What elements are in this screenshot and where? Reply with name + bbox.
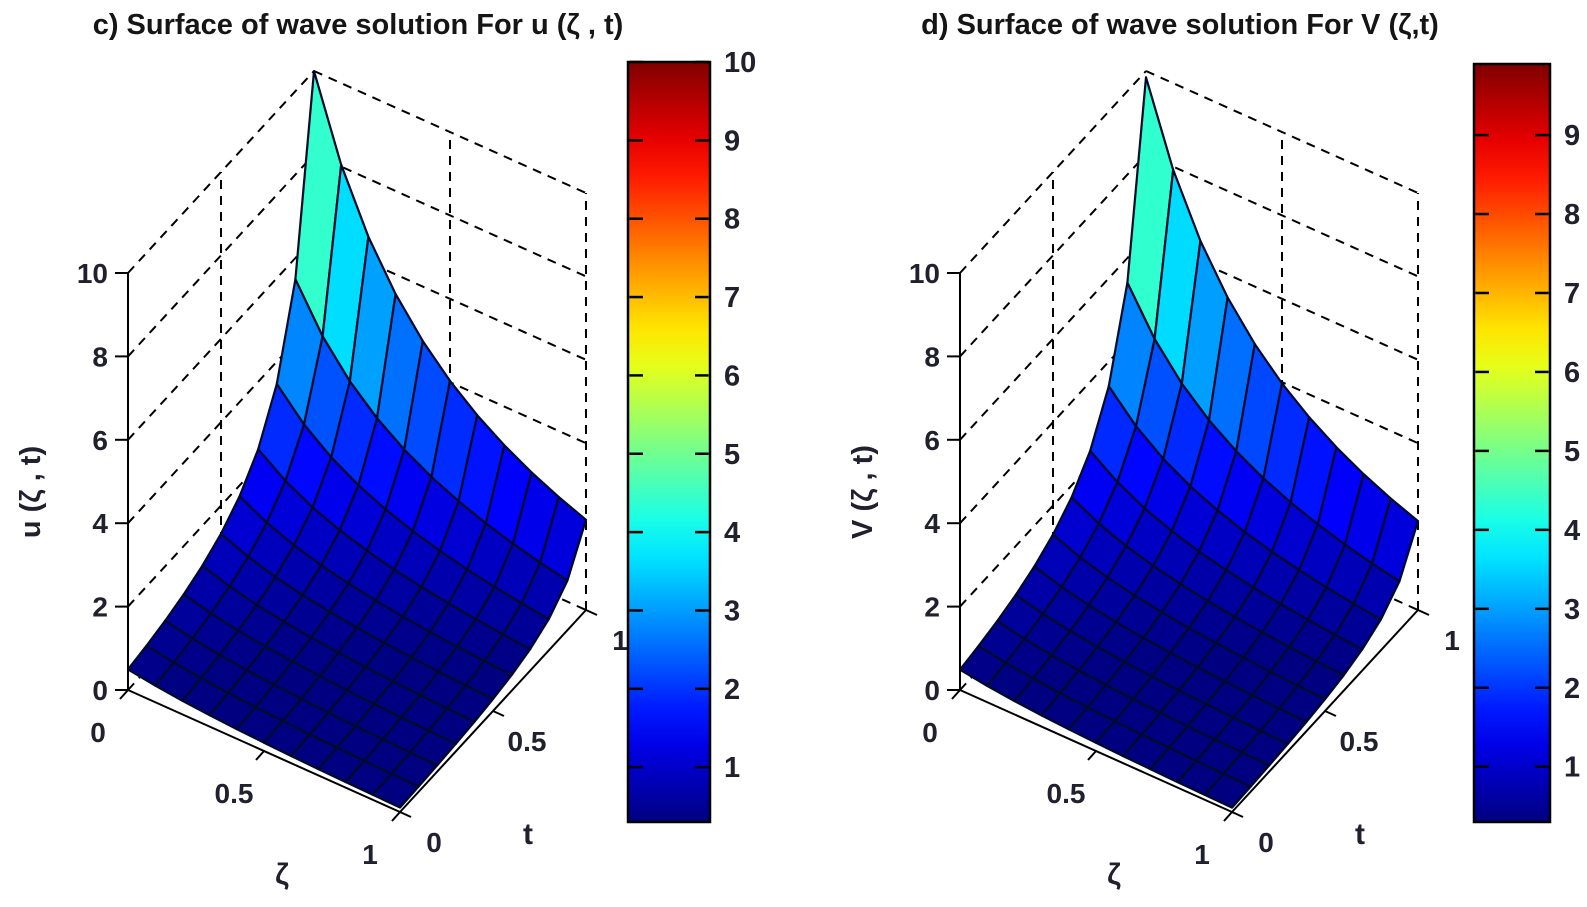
wall-grid-line — [127, 237, 315, 441]
axes — [115, 272, 598, 822]
colorbar-tick-label: 3 — [1564, 594, 1580, 626]
chart-d-z-axis-label: V (ζ , t) — [847, 445, 879, 539]
z-tick-label: 0 — [924, 675, 940, 706]
z-tick-label: 0 — [92, 675, 108, 706]
z-tick-label: 2 — [92, 592, 108, 623]
axis-line — [1324, 710, 1337, 717]
z-tick-label: 8 — [92, 341, 108, 372]
y-tick-label: 1 — [612, 625, 628, 656]
colorbar-tick-label: 4 — [1564, 515, 1580, 547]
colorbar-tick-label: 8 — [724, 204, 740, 236]
surface-mesh — [958, 76, 1420, 809]
chart-c-y-axis-label: t — [523, 818, 533, 851]
chart-d-title: d) Surface of wave solution For V (ζ,t) — [921, 9, 1439, 41]
axis-line — [391, 811, 401, 822]
colorbar-tick-label: 6 — [1564, 357, 1580, 389]
colorbar-tick-label: 2 — [1564, 673, 1580, 705]
chart-d-x-axis-label: ζ — [1107, 858, 1121, 891]
wall-grid-line — [1145, 153, 1419, 278]
z-tick-label: 8 — [924, 341, 940, 372]
colorbar-tick-label: 8 — [1564, 199, 1580, 231]
surface-mesh — [126, 69, 588, 809]
axis-line — [399, 811, 412, 818]
colorbar-tick-label: 7 — [1564, 278, 1580, 310]
colorbar-tick-label: 10 — [724, 47, 756, 79]
colorbar: 1 2 3 4 5 6 7 8 9 — [1472, 62, 1580, 824]
axis-line — [951, 689, 961, 700]
z-tick-label: 6 — [924, 425, 940, 456]
colorbar-bar — [1472, 62, 1552, 824]
colorbar: 1 2 3 4 5 6 7 8 9 10 — [626, 47, 756, 824]
axis-line — [255, 750, 265, 761]
colorbar-tick-label: 5 — [1564, 436, 1580, 468]
colorbar-tick-label: 9 — [724, 125, 740, 157]
x-tick-label: 0 — [90, 717, 106, 748]
colorbar-tick-label: 6 — [724, 360, 740, 392]
wall-grid-line — [959, 237, 1147, 441]
colorbar-tick-label: 1 — [724, 752, 740, 784]
surface-face — [1203, 772, 1252, 809]
x-tick-label: 0 — [922, 717, 938, 748]
x-tick-label: 1 — [1194, 839, 1210, 870]
colorbar-tick-label: 1 — [1564, 752, 1580, 784]
colorbar-tick-label: 4 — [724, 517, 740, 549]
colorbar-tick-label: 5 — [724, 439, 740, 471]
wall-grid-line — [127, 70, 315, 274]
colorbar-tick-label: 7 — [724, 282, 740, 314]
x-tick-label: 1 — [362, 839, 378, 870]
z-tick-label: 4 — [924, 508, 940, 539]
y-tick-label: 0.5 — [508, 726, 547, 757]
axis-line — [492, 710, 505, 717]
wall-grid-line — [959, 153, 1147, 358]
z-tick-label: 2 — [924, 592, 940, 623]
z-tick-label: 10 — [77, 258, 108, 289]
axis-line — [1087, 750, 1097, 761]
axis-line — [585, 609, 598, 616]
axis-line — [1223, 811, 1233, 822]
x-tick-label: 0.5 — [1047, 778, 1086, 809]
chart-c-z-axis-label: u (ζ , t) — [15, 446, 47, 538]
surface-face — [371, 772, 420, 809]
chart-c-x-axis-label: ζ — [275, 858, 289, 891]
x-tick-label: 0.5 — [215, 778, 254, 809]
chart-d-y-axis-label: t — [1355, 818, 1365, 851]
wall-grid-line — [127, 153, 315, 358]
colorbar-tick-label: 3 — [724, 595, 740, 627]
y-tick-label: 0.5 — [1340, 726, 1379, 757]
axis-line — [119, 689, 129, 700]
colorbar-tick-label: 9 — [1564, 120, 1580, 152]
wall-grid-line — [313, 153, 587, 278]
colorbar-bar — [626, 60, 712, 824]
y-tick-label: 0 — [426, 827, 442, 858]
axes — [947, 272, 1430, 822]
z-tick-label: 6 — [92, 425, 108, 456]
axis-line — [1231, 811, 1244, 818]
z-tick-label: 10 — [909, 258, 940, 289]
y-tick-label: 1 — [1444, 625, 1460, 656]
axis-line — [1417, 609, 1430, 616]
wall-grid-line — [959, 70, 1147, 274]
chart-c-title: c) Surface of wave solution For u (ζ , t… — [93, 9, 624, 41]
colorbar-tick-label: 2 — [724, 674, 740, 706]
z-tick-label: 4 — [92, 508, 108, 539]
y-tick-label: 0 — [1258, 827, 1274, 858]
